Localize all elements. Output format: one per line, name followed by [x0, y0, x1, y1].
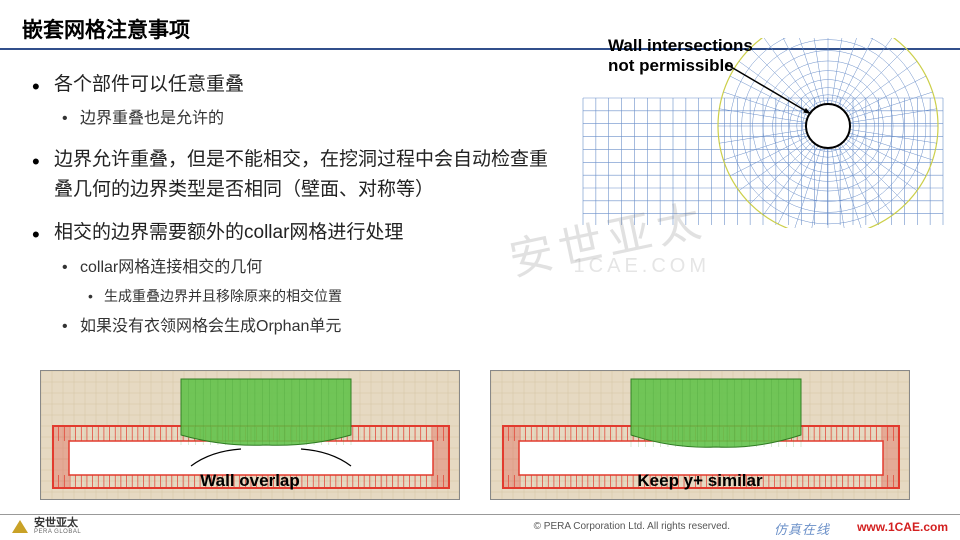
bullet-3: 相交的边界需要额外的collar网格进行处理 collar网格连接相交的几何 生…: [28, 218, 563, 338]
bullet-3-1-text: collar网格连接相交的几何: [80, 259, 262, 276]
footer-url: www.1CAE.com: [857, 520, 948, 534]
footer-copyright: © PERA Corporation Ltd. All rights reser…: [534, 521, 730, 532]
bullet-1: 各个部件可以任意重叠 边界重叠也是允许的: [28, 70, 563, 131]
bullet-2: 边界允许重叠，但是不能相交，在挖洞过程中会自动检查重叠几何的边界类型是否相同（壁…: [28, 145, 563, 204]
bottom-figure-left: Wall overlap: [40, 370, 460, 500]
bottom-figures: Wall overlap Keep y+ similar: [40, 370, 940, 500]
bullet-3-2: 如果没有衣领网格会生成Orphan单元: [54, 315, 563, 339]
slide-title: 嵌套网格注意事项: [22, 14, 190, 44]
footer-simwe: 仿真在线: [774, 519, 830, 538]
logo-triangle-icon: [12, 520, 28, 533]
footer: 安世亚太 PERA GLOBAL © PERA Corporation Ltd.…: [0, 514, 960, 540]
watermark-cae: 1CAE.COM: [574, 255, 710, 278]
top-figure-label-l2: not permissible: [608, 56, 734, 75]
bottom-figure-right: Keep y+ similar: [490, 370, 910, 500]
top-figure-label-l1: Wall intersections: [608, 36, 753, 55]
logo-sub: PERA GLOBAL: [34, 529, 81, 535]
bullet-1-1: 边界重叠也是允许的: [54, 107, 563, 131]
logo-text: 安世亚太: [34, 518, 81, 529]
bullet-3-1-1: 生成重叠边界并且移除原来的相交位置: [80, 286, 563, 307]
content-block: 各个部件可以任意重叠 边界重叠也是允许的 边界允许重叠，但是不能相交，在挖洞过程…: [28, 70, 563, 353]
bullet-3-1: collar网格连接相交的几何 生成重叠边界并且移除原来的相交位置: [54, 256, 563, 307]
footer-logo: 安世亚太 PERA GLOBAL: [12, 518, 81, 535]
bottom-left-label: Wall overlap: [200, 471, 300, 491]
top-figure-label: Wall intersections not permissible: [608, 36, 753, 77]
bullet-3-text: 相交的边界需要额外的collar网格进行处理: [54, 222, 403, 243]
bullet-1-text: 各个部件可以任意重叠: [54, 74, 244, 95]
bottom-right-label: Keep y+ similar: [637, 471, 762, 491]
